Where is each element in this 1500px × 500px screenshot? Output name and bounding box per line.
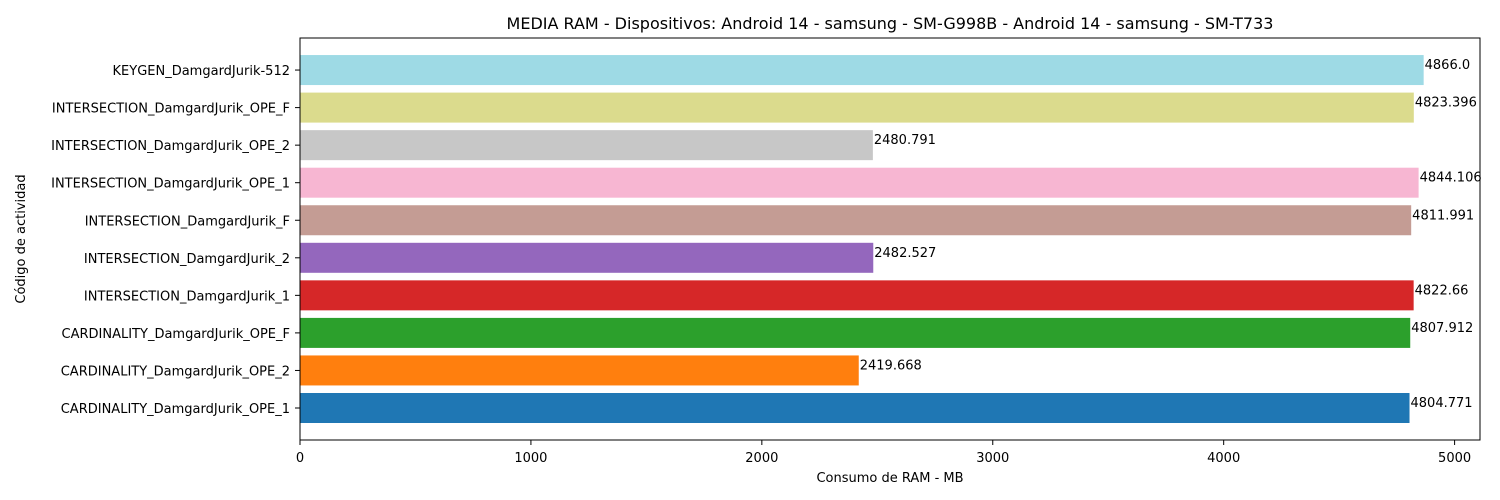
bar [300,55,1424,86]
x-tick-label: 3000 [976,451,1009,466]
chart-title: MEDIA RAM - Dispositivos: Android 14 - s… [507,14,1274,33]
bar-value-label: 4807.912 [1411,321,1473,336]
plot-frame [299,37,1481,441]
bar-value-label: 4866.0 [1425,58,1471,73]
bar-value-label: 4823.396 [1415,96,1477,111]
y-tick-label: INTERSECTION_DamgardJurik_F [85,214,290,229]
x-tick-label: 2000 [745,451,778,466]
x-tick-label: 5000 [1438,451,1471,466]
bar [300,280,1414,311]
bar-value-label: 4844.106 [1420,171,1482,186]
bar [300,393,1410,423]
bar [300,355,859,386]
bar-value-label: 4822.66 [1415,283,1469,298]
bar [300,92,1414,123]
x-tick-label: 1000 [514,451,547,466]
y-tick-label: KEYGEN_DamgardJurik-512 [113,64,290,79]
x-axis-tick-labels: 0 1000 2000 3000 4000 5000 [296,440,1471,466]
value-labels-layer: 4804.771 2419.668 4807.912 4822.66 2482.527 4… [860,58,1482,411]
bar [300,205,1412,236]
y-tick-label: INTERSECTION_DamgardJurik_2 [84,252,290,267]
bars-layer [300,55,1424,423]
y-axis-tick-labels: CARDINALITY_DamgardJurik_OPE_1 CARDINALIT… [51,64,300,417]
y-tick-label: INTERSECTION_DamgardJurik_1 [84,289,290,304]
y-tick-label: CARDINALITY_DamgardJurik_OPE_2 [61,364,290,379]
x-tick-label: 0 [296,451,304,466]
y-tick-label: CARDINALITY_DamgardJurik_OPE_1 [61,402,290,417]
bar [300,317,1411,348]
bar-value-label: 2419.668 [860,358,922,373]
y-tick-label: INTERSECTION_DamgardJurik_OPE_1 [51,177,290,192]
bar-value-label: 2482.527 [874,246,936,261]
x-tick-label: 4000 [1207,451,1240,466]
bar [300,242,874,273]
bar-value-label: 4804.771 [1411,396,1473,411]
y-axis-label: Código de actividad [14,174,29,303]
x-axis-label: Consumo de RAM - MB [816,471,963,486]
y-tick-label: INTERSECTION_DamgardJurik_OPE_2 [51,139,290,154]
bar [300,130,873,161]
bar-value-label: 4811.991 [1412,208,1474,223]
bar-value-label: 2480.791 [874,133,936,148]
y-tick-label: INTERSECTION_DamgardJurik_OPE_F [52,102,290,117]
bar [300,167,1419,198]
y-tick-label: CARDINALITY_DamgardJurik_OPE_F [62,327,290,342]
